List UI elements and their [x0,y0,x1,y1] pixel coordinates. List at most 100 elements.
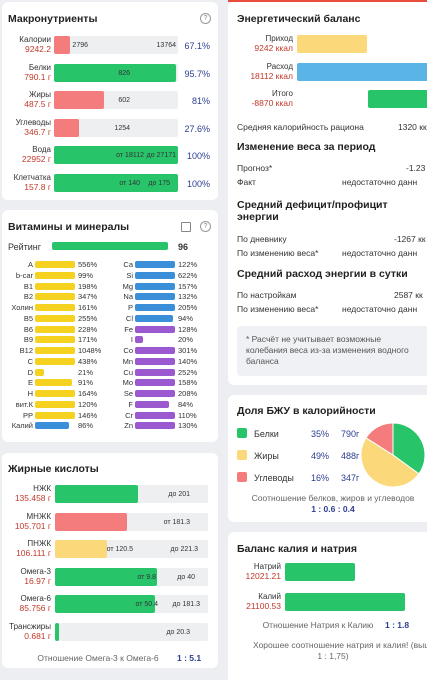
row-amount: 487.5 г [24,99,51,110]
vitamin-name: F [128,399,133,409]
legend-percent: 16% [311,473,330,483]
vitamin-bar [35,347,75,354]
bar-label: от 120.5 [106,546,133,554]
energy-bar [297,35,367,53]
vitamin-name: Zn [124,421,133,431]
vitamin-name: Ca [123,260,133,269]
bar-label: от 18112 [116,152,144,160]
row-name: Калий [258,592,281,601]
legend-name: Жиры [254,451,279,461]
bar-track [54,118,178,137]
vitamin-percent: 161% [78,303,98,312]
vitamin-bar [35,314,75,322]
row-amount: 22952 г [21,154,51,165]
verdict: Хорошее соотношение натрия и калия! (выш [253,640,427,650]
vitamin-percent: 164% [78,389,98,398]
vitamin-percent: 20% [178,335,194,345]
vitamin-name: Fe [124,324,133,334]
vitamin-name: Mo [122,378,133,388]
vitamin-name: Cl [125,313,133,323]
vitamin-percent: 84% [178,399,194,409]
vitamin-bar [35,379,72,387]
vitamin-name: Mg [122,281,133,291]
vitamin-percent: 622% [178,270,198,280]
vitamin-percent: 94% [178,313,194,323]
vitamin-name: I [130,335,133,345]
bar-fill [54,63,176,82]
vitamin-percent: 91% [78,378,94,388]
row-name: Омега-6 [20,594,51,604]
card-title: Доля БЖУ в калорийности [237,405,376,417]
row-label: Прогноз* [237,163,273,173]
card-title: Макронутриенты [8,13,98,25]
vitamin-name: вит.К [15,399,33,409]
vitamin-name: Холин [11,303,33,312]
row-amount: 790.1 г [24,71,51,82]
bar-label: от 9.8 [137,573,156,581]
bar-label: 1254 [114,124,130,132]
legend-grams: 488г [341,451,360,461]
vitamin-bar [135,347,175,354]
bar-fill [55,595,155,614]
bar-fill [55,567,157,586]
pie-slice [360,437,420,488]
bar-label: 826 [118,69,130,77]
row-value: -1267 кк [394,234,426,244]
vitamin-name: Mn [122,356,133,366]
section-heading: Изменение веса за период [237,141,376,153]
vitamin-bar [135,400,169,408]
row-name: МНЖК [26,511,52,521]
vitamin-bar [135,390,175,397]
vitamin-percent: 120% [78,399,98,409]
bar-label: до 175 [148,180,170,187]
vitamin-bar [35,261,75,268]
vitamin-bar [135,314,173,322]
bar-fill [54,174,178,192]
vitamin-percent: 171% [78,335,98,345]
legend-name: Углеводы [254,473,294,483]
row-name: ПНЖК [27,539,51,549]
section-heading: Средний расход энергии в сутки [237,268,408,280]
vitamin-name: b-car [15,270,33,280]
bar-fill [55,623,59,641]
bar-label: до 40 [177,573,195,581]
legend-swatch [237,450,247,460]
vitamin-name: Калий [11,421,33,431]
vitamin-percent: 228% [78,324,98,334]
bar-fill [54,118,79,137]
bar-label: от 181.3 [163,518,190,526]
ratio-label: Отношение Омега-3 к Омега-6 [37,653,159,663]
row-label: По изменению веса* [237,304,319,314]
vitamin-percent: 130% [178,421,198,431]
ratio-value: 1 : 0.6 : 0.4 [311,504,355,514]
help-icon: ? [200,221,211,232]
vitamin-bar [135,379,175,387]
bar-label: до 221.3 [170,546,198,554]
vitamin-bar [35,271,75,279]
row-amount: 9242.2 [25,44,51,54]
top-strip [228,0,427,2]
bar-fill [54,91,104,110]
balance-bar [285,593,405,611]
bar-label: 2796 [72,42,88,49]
ratio-value: 1 : 5.1 [177,653,202,663]
vitamin-percent: 205% [178,303,198,312]
row-amount: -8870 ккал [251,98,293,108]
row-label: По настройкам [237,290,297,300]
card-title: Баланс калия и натрия [237,543,357,555]
vitamin-percent: 438% [78,356,98,366]
bar-label: до 20.3 [166,629,190,636]
card-title: Витамины и минералы [8,221,130,233]
note: * Расчёт не учитывает возможные колебани… [246,334,409,366]
row-amount: 12021.21 [245,571,281,581]
row-name: НЖК [33,484,51,493]
grid-icon [181,222,191,232]
vitamin-percent: 198% [78,281,98,291]
bar-fill [54,146,178,165]
row-name: Клетчатка [13,173,51,182]
row-name: Трансжиры [9,622,51,631]
energy-bar [297,62,427,81]
row-percent: 95.7% [184,68,210,79]
row-name: Приход [265,34,293,43]
vitamin-percent: 132% [178,292,198,302]
